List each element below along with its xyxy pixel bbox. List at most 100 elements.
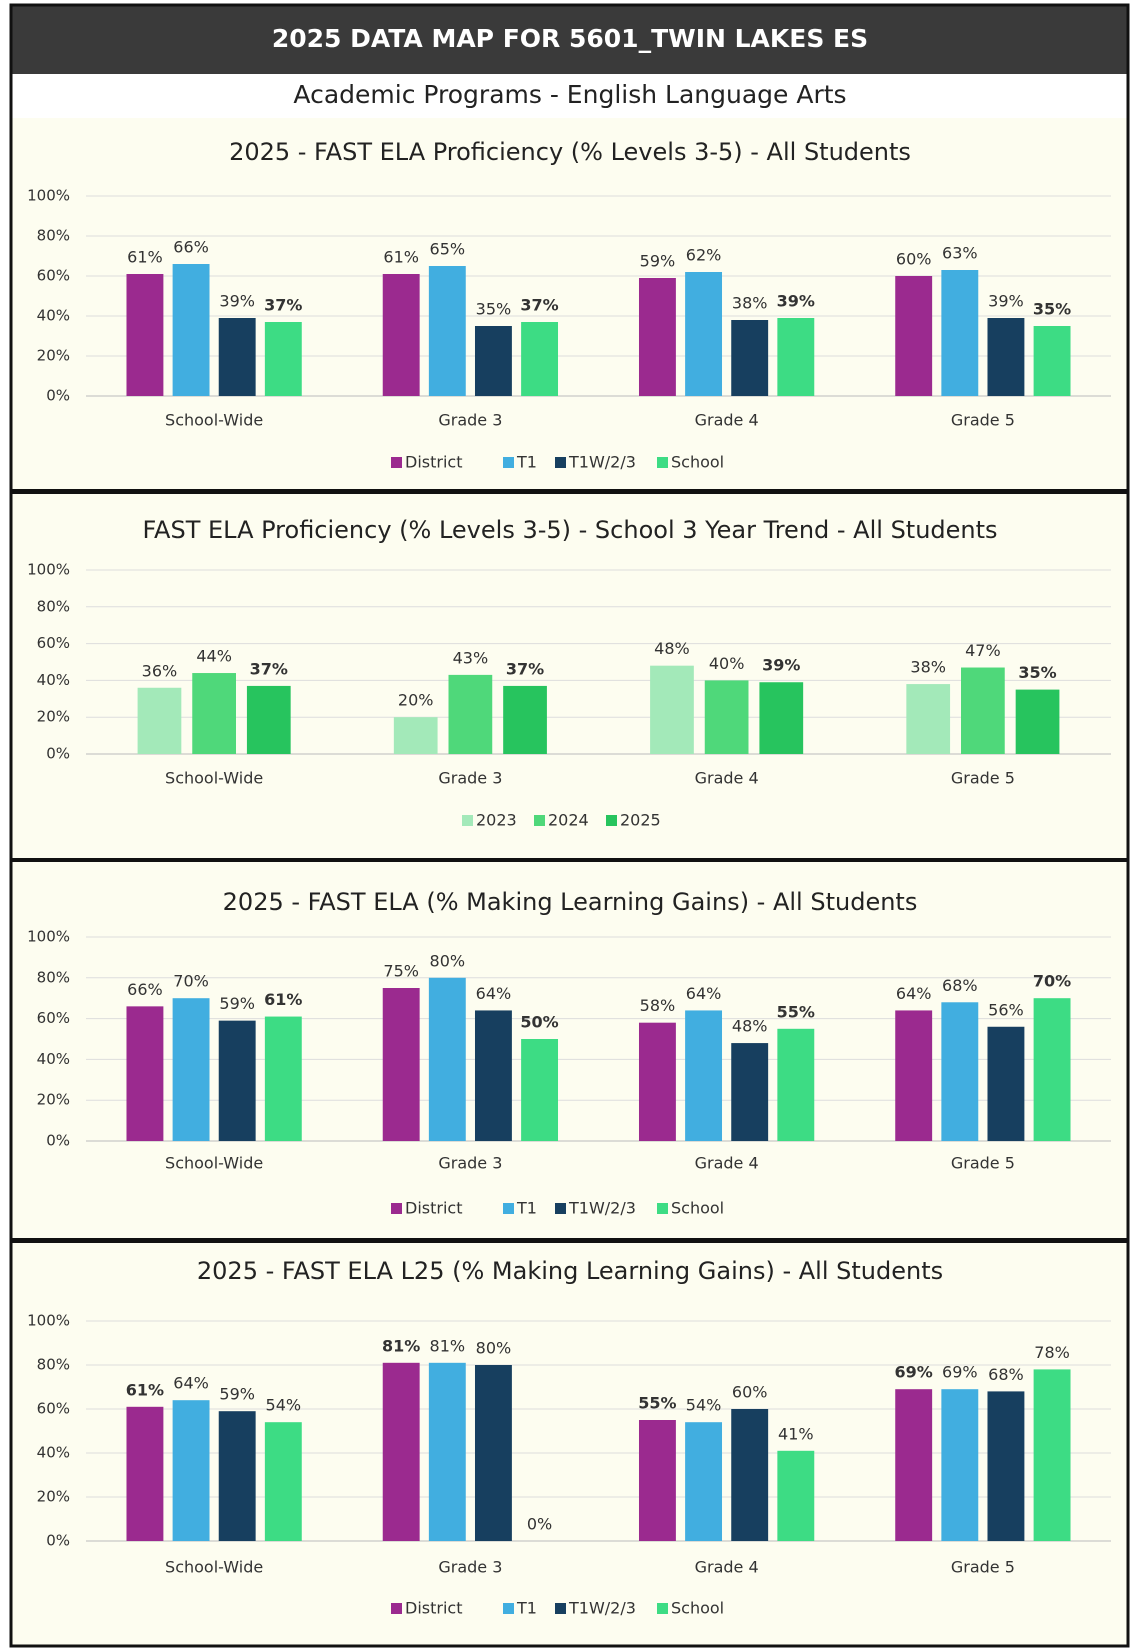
data-label: 40% bbox=[709, 654, 745, 673]
bar bbox=[264, 1016, 302, 1141]
legend-label: District bbox=[405, 1599, 462, 1618]
data-label: 35% bbox=[476, 300, 512, 319]
bar bbox=[126, 274, 164, 396]
bar bbox=[1015, 689, 1060, 754]
subtitle: Academic Programs - English Language Art… bbox=[293, 80, 846, 109]
bar bbox=[638, 1022, 676, 1141]
data-label: 70% bbox=[1033, 972, 1071, 991]
data-label: 39% bbox=[762, 656, 800, 675]
bar bbox=[382, 988, 420, 1141]
panel-bg bbox=[12, 494, 1127, 858]
data-label: 68% bbox=[988, 1365, 1024, 1384]
legend-swatch bbox=[503, 1203, 514, 1214]
bar bbox=[941, 1002, 979, 1141]
chart-title: FAST ELA Proficiency (% Levels 3-5) - Sc… bbox=[142, 516, 997, 544]
data-label: 55% bbox=[638, 1394, 676, 1413]
bar bbox=[895, 1389, 933, 1541]
bar bbox=[941, 270, 979, 396]
y-tick-label: 80% bbox=[37, 1356, 70, 1374]
data-label: 64% bbox=[686, 984, 722, 1003]
legend-label: T1W/2/3 bbox=[568, 1599, 636, 1618]
bar bbox=[137, 687, 182, 754]
bar bbox=[759, 682, 804, 754]
bar bbox=[777, 1450, 815, 1541]
bar bbox=[987, 1391, 1025, 1541]
bar bbox=[704, 680, 749, 754]
bar bbox=[428, 266, 466, 396]
data-label: 80% bbox=[476, 1339, 512, 1358]
bar bbox=[218, 1020, 256, 1141]
bar bbox=[895, 276, 933, 396]
legend-swatch bbox=[555, 457, 566, 468]
chart-title: 2025 - FAST ELA L25 (% Making Learning G… bbox=[197, 1257, 943, 1285]
data-label: 59% bbox=[219, 1385, 255, 1404]
y-tick-label: 20% bbox=[37, 1488, 70, 1506]
data-label: 39% bbox=[777, 292, 815, 311]
data-label: 63% bbox=[942, 244, 978, 263]
y-tick-label: 40% bbox=[37, 1050, 70, 1068]
bar bbox=[731, 1043, 769, 1141]
x-tick-label: Grade 5 bbox=[951, 769, 1015, 788]
outer-border bbox=[9, 3, 1130, 1648]
y-tick-label: 40% bbox=[37, 671, 70, 689]
header-title: 2025 DATA MAP FOR 5601_TWIN LAKES ES bbox=[272, 24, 868, 53]
bar bbox=[638, 1420, 676, 1541]
x-tick-label: School-Wide bbox=[165, 769, 263, 788]
chart-title: 2025 - FAST ELA (% Making Learning Gains… bbox=[223, 888, 918, 916]
x-tick-label: Grade 3 bbox=[438, 411, 502, 430]
legend-label: 2023 bbox=[476, 811, 517, 830]
legend-label: T1W/2/3 bbox=[568, 453, 636, 472]
legend-label: 2024 bbox=[548, 811, 589, 830]
data-label: 58% bbox=[640, 996, 676, 1015]
legend-label: School bbox=[671, 1199, 724, 1218]
data-label: 81% bbox=[382, 1336, 420, 1355]
y-tick-label: 100% bbox=[27, 1312, 70, 1330]
y-tick-label: 40% bbox=[37, 307, 70, 325]
bar bbox=[393, 717, 438, 754]
bar bbox=[264, 322, 302, 396]
legend-label: District bbox=[405, 453, 462, 472]
data-label: 80% bbox=[430, 951, 466, 970]
bar bbox=[218, 1411, 256, 1541]
data-label: 61% bbox=[127, 248, 163, 267]
bar bbox=[638, 278, 676, 396]
data-label: 64% bbox=[476, 984, 512, 1003]
x-tick-label: Grade 5 bbox=[951, 1558, 1015, 1577]
data-label: 81% bbox=[430, 1336, 466, 1355]
legend-swatch bbox=[534, 815, 545, 826]
separator bbox=[10, 489, 1129, 494]
data-label: 75% bbox=[383, 962, 419, 981]
data-label: 61% bbox=[264, 990, 302, 1009]
legend-swatch bbox=[391, 1603, 402, 1614]
data-label: 59% bbox=[219, 994, 255, 1013]
bar bbox=[895, 1010, 933, 1141]
x-tick-label: Grade 5 bbox=[951, 411, 1015, 430]
data-label: 66% bbox=[173, 238, 209, 257]
data-label: 66% bbox=[127, 980, 163, 999]
bar bbox=[777, 1028, 815, 1141]
data-label: 78% bbox=[1034, 1343, 1070, 1362]
y-tick-label: 100% bbox=[27, 928, 70, 946]
legend-label: 2025 bbox=[620, 811, 661, 830]
x-tick-label: Grade 3 bbox=[438, 1154, 502, 1173]
legend-swatch bbox=[657, 1603, 668, 1614]
bar bbox=[685, 1010, 723, 1141]
data-label: 38% bbox=[732, 294, 768, 313]
y-tick-label: 20% bbox=[37, 708, 70, 726]
legend-label: T1 bbox=[516, 1199, 537, 1218]
x-tick-label: Grade 4 bbox=[695, 1154, 759, 1173]
separator bbox=[10, 1238, 1129, 1243]
data-label: 65% bbox=[430, 240, 466, 259]
data-label: 37% bbox=[520, 296, 558, 315]
legend-swatch bbox=[555, 1603, 566, 1614]
data-label: 48% bbox=[732, 1017, 768, 1036]
bar bbox=[172, 264, 210, 396]
legend-label: District bbox=[405, 1199, 462, 1218]
bar bbox=[474, 1010, 512, 1141]
data-label: 36% bbox=[142, 661, 178, 680]
y-tick-label: 20% bbox=[37, 1091, 70, 1109]
bar bbox=[685, 272, 723, 396]
legend-swatch bbox=[462, 815, 473, 826]
data-label: 0% bbox=[527, 1515, 552, 1534]
